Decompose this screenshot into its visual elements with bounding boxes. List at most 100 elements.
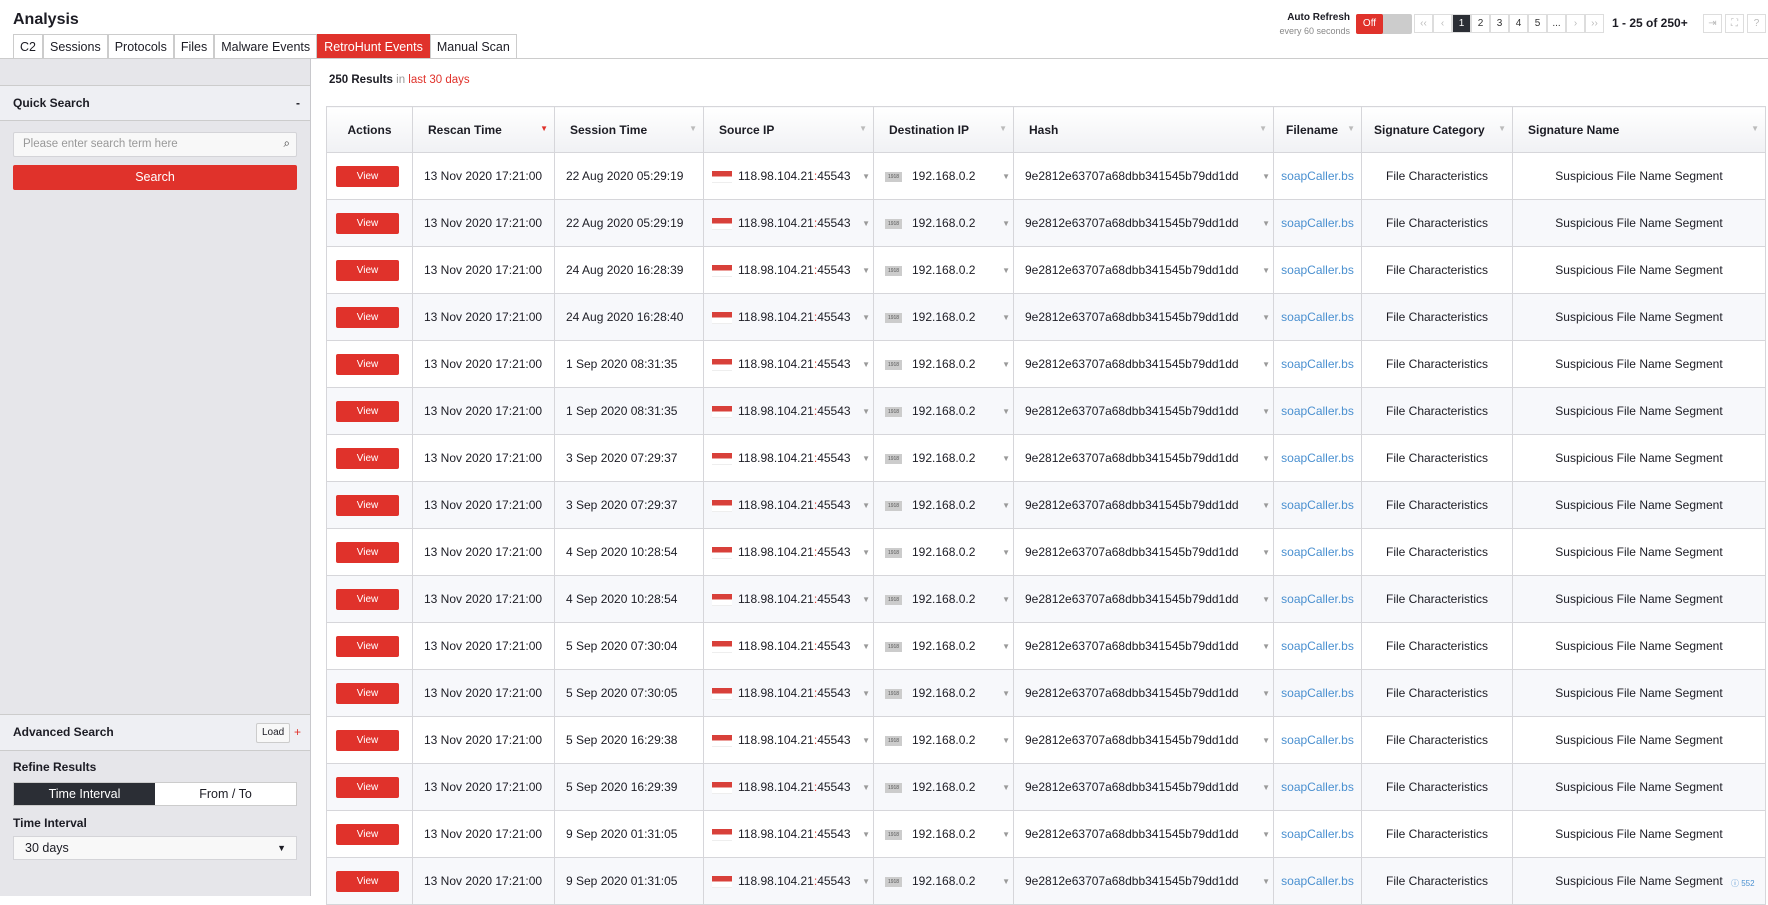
hash[interactable]: 9e2812e63707a68dbb341545b79dd1dd (1025, 451, 1239, 465)
source-ip[interactable]: 118.98.104.21 (738, 780, 814, 794)
filename-link[interactable]: soapCaller.bs (1273, 293, 1362, 341)
destination-ip[interactable]: 192.168.0.2 (912, 686, 976, 700)
dropdown-icon[interactable]: ▼ (862, 689, 870, 698)
table-row[interactable]: View 13 Nov 2020 17:21:00 22 Aug 2020 05… (326, 199, 1766, 247)
filename-link[interactable]: soapCaller.bs (1273, 340, 1362, 388)
view-button[interactable]: View (336, 682, 399, 704)
view-button[interactable]: View (336, 541, 399, 563)
time-interval-option[interactable]: Time Interval (14, 783, 155, 805)
add-icon[interactable]: + (294, 725, 302, 739)
table-row[interactable]: View 13 Nov 2020 17:21:00 5 Sep 2020 16:… (326, 716, 1766, 764)
dropdown-icon[interactable]: ▼ (1002, 548, 1010, 557)
filename-link[interactable]: soapCaller.bs (1273, 810, 1362, 858)
dropdown-icon[interactable]: ▼ (1002, 407, 1010, 416)
filename-link[interactable]: soapCaller.bs (1273, 387, 1362, 435)
hash[interactable]: 9e2812e63707a68dbb341545b79dd1dd (1025, 780, 1239, 794)
hash[interactable]: 9e2812e63707a68dbb341545b79dd1dd (1025, 404, 1239, 418)
dropdown-icon[interactable]: ▼ (862, 219, 870, 228)
dropdown-icon[interactable]: ▼ (1002, 313, 1010, 322)
filename-link[interactable]: soapCaller.bs (1273, 669, 1362, 717)
dropdown-icon[interactable]: ▼ (1002, 877, 1010, 886)
destination-ip[interactable]: 192.168.0.2 (912, 733, 976, 747)
column-header-session-time[interactable]: Session Time ▼ (554, 106, 704, 153)
dropdown-icon[interactable]: ▼ (1002, 172, 1010, 181)
time-interval-select[interactable]: 30 days ▼ (13, 836, 297, 860)
from-to-option[interactable]: From / To (155, 783, 296, 805)
source-ip[interactable]: 118.98.104.21 (738, 733, 814, 747)
search-input[interactable]: Please enter search term here ⌕ (13, 132, 297, 157)
filename-link[interactable]: soapCaller.bs (1273, 434, 1362, 482)
results-range[interactable]: last 30 days (408, 74, 470, 86)
dropdown-icon[interactable]: ▼ (1262, 219, 1270, 228)
filename-link[interactable]: soapCaller.bs (1273, 763, 1362, 811)
destination-ip[interactable]: 192.168.0.2 (912, 545, 976, 559)
sort-icon[interactable]: ▼ (1347, 124, 1355, 133)
info-icon[interactable]: ⓘ 552 (1731, 879, 1755, 888)
table-row[interactable]: View 13 Nov 2020 17:21:00 24 Aug 2020 16… (326, 246, 1766, 294)
dropdown-icon[interactable]: ▼ (1002, 360, 1010, 369)
hash[interactable]: 9e2812e63707a68dbb341545b79dd1dd (1025, 686, 1239, 700)
table-row[interactable]: View 13 Nov 2020 17:21:00 5 Sep 2020 07:… (326, 669, 1766, 717)
hash[interactable]: 9e2812e63707a68dbb341545b79dd1dd (1025, 216, 1239, 230)
page-4[interactable]: 4 (1509, 14, 1528, 33)
filename-link[interactable]: soapCaller.bs (1273, 528, 1362, 576)
column-header-hash[interactable]: Hash ▼ (1013, 106, 1274, 153)
filename-link[interactable]: soapCaller.bs (1273, 622, 1362, 670)
dropdown-icon[interactable]: ▼ (862, 454, 870, 463)
hash[interactable]: 9e2812e63707a68dbb341545b79dd1dd (1025, 827, 1239, 841)
dropdown-icon[interactable]: ▼ (1262, 830, 1270, 839)
page-1[interactable]: 1 (1452, 14, 1471, 33)
sort-icon[interactable]: ▼ (859, 124, 867, 133)
tab-malware-events[interactable]: Malware Events (214, 34, 318, 59)
hash[interactable]: 9e2812e63707a68dbb341545b79dd1dd (1025, 169, 1239, 183)
fullscreen-icon[interactable]: ⛶ (1725, 14, 1744, 33)
dropdown-icon[interactable]: ▼ (1002, 501, 1010, 510)
dropdown-icon[interactable]: ▼ (1002, 454, 1010, 463)
view-button[interactable]: View (336, 870, 399, 892)
dropdown-icon[interactable]: ▼ (862, 172, 870, 181)
view-button[interactable]: View (336, 776, 399, 798)
dropdown-icon[interactable]: ▼ (1262, 360, 1270, 369)
page-more[interactable]: ... (1547, 14, 1566, 33)
source-ip[interactable]: 118.98.104.21 (738, 874, 814, 888)
hash[interactable]: 9e2812e63707a68dbb341545b79dd1dd (1025, 874, 1239, 888)
view-button[interactable]: View (336, 635, 399, 657)
dropdown-icon[interactable]: ▼ (862, 407, 870, 416)
dropdown-icon[interactable]: ▼ (1002, 736, 1010, 745)
hash[interactable]: 9e2812e63707a68dbb341545b79dd1dd (1025, 545, 1239, 559)
search-button[interactable]: Search (13, 165, 297, 190)
dropdown-icon[interactable]: ▼ (1262, 313, 1270, 322)
column-header-filename[interactable]: Filename ▼ (1273, 106, 1362, 153)
view-button[interactable]: View (336, 494, 399, 516)
dropdown-icon[interactable]: ▼ (1262, 595, 1270, 604)
quick-search-header[interactable]: Quick Search - (0, 85, 310, 121)
destination-ip[interactable]: 192.168.0.2 (912, 827, 976, 841)
source-ip[interactable]: 118.98.104.21 (738, 545, 814, 559)
source-ip[interactable]: 118.98.104.21 (738, 498, 814, 512)
table-row[interactable]: View 13 Nov 2020 17:21:00 1 Sep 2020 08:… (326, 340, 1766, 388)
load-button[interactable]: Load (256, 723, 291, 743)
tab-c2[interactable]: C2 (13, 34, 43, 59)
destination-ip[interactable]: 192.168.0.2 (912, 592, 976, 606)
table-row[interactable]: View 13 Nov 2020 17:21:00 3 Sep 2020 07:… (326, 434, 1766, 482)
table-row[interactable]: View 13 Nov 2020 17:21:00 4 Sep 2020 10:… (326, 575, 1766, 623)
tab-protocols[interactable]: Protocols (107, 34, 174, 59)
dropdown-icon[interactable]: ▼ (1262, 642, 1270, 651)
tab-sessions[interactable]: Sessions (42, 34, 108, 59)
table-row[interactable]: View 13 Nov 2020 17:21:00 9 Sep 2020 01:… (326, 857, 1766, 905)
column-header-rescan-time[interactable]: Rescan Time ▼ (412, 106, 555, 153)
dropdown-icon[interactable]: ▼ (862, 642, 870, 651)
destination-ip[interactable]: 192.168.0.2 (912, 263, 976, 277)
destination-ip[interactable]: 192.168.0.2 (912, 357, 976, 371)
view-button[interactable]: View (336, 400, 399, 422)
source-ip[interactable]: 118.98.104.21 (738, 592, 814, 606)
dropdown-icon[interactable]: ▼ (1262, 172, 1270, 181)
source-ip[interactable]: 118.98.104.21 (738, 404, 814, 418)
dropdown-icon[interactable]: ▼ (862, 313, 870, 322)
source-ip[interactable]: 118.98.104.21 (738, 686, 814, 700)
dropdown-icon[interactable]: ▼ (1262, 266, 1270, 275)
destination-ip[interactable]: 192.168.0.2 (912, 780, 976, 794)
source-ip[interactable]: 118.98.104.21 (738, 263, 814, 277)
dropdown-icon[interactable]: ▼ (1002, 219, 1010, 228)
view-button[interactable]: View (336, 259, 399, 281)
